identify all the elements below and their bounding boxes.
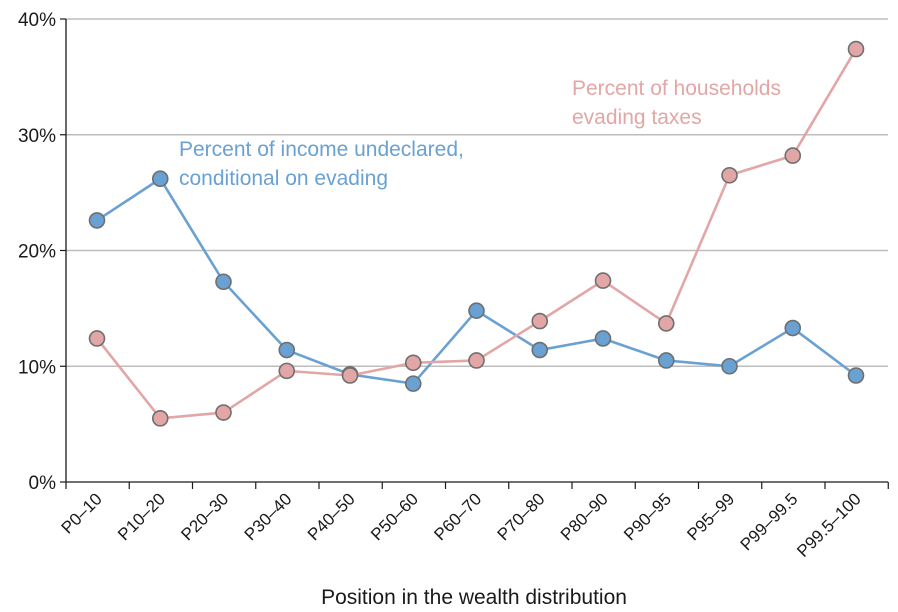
data-point-series-1	[215, 273, 232, 291]
series-label-2: Percent of households evading taxes	[572, 77, 781, 129]
y-tick-label: 10%	[18, 357, 56, 378]
data-point-series-2	[341, 367, 359, 384]
data-point-series-1	[278, 341, 296, 359]
data-point-series-2	[721, 166, 738, 184]
data-point-series-1	[847, 367, 865, 384]
data-point-series-2	[278, 362, 296, 380]
data-point-series-1	[721, 357, 738, 375]
data-point-series-2	[215, 404, 232, 421]
data-point-series-1	[468, 302, 485, 319]
data-point-series-2	[531, 312, 549, 330]
data-point-series-1	[784, 319, 802, 337]
x-tick-label: P95–99	[683, 489, 738, 544]
data-point-series-2	[404, 354, 422, 372]
x-tick-label: P0–10	[58, 489, 106, 537]
x-tick-label: P10–20	[114, 489, 169, 544]
series-label-line: Percent of income undeclared,	[179, 138, 464, 161]
x-tick-label: P50–60	[367, 489, 422, 544]
y-tick-label: 0%	[29, 473, 57, 494]
data-point-series-2	[151, 410, 169, 427]
series-labels: Percent of income undeclared, conditional…	[179, 77, 781, 190]
y-tick-label: 30%	[18, 126, 56, 147]
series	[88, 40, 865, 427]
data-point-series-1	[88, 212, 106, 229]
x-tick-label: P40–50	[304, 489, 359, 544]
series-label-line: Percent of households	[572, 77, 781, 100]
x-tick-label: P60–70	[430, 489, 485, 544]
series-label-line: evading taxes	[572, 106, 702, 129]
data-point-series-1	[531, 341, 549, 359]
data-point-series-1	[594, 330, 612, 347]
x-tick-label: P30–40	[241, 489, 296, 544]
data-point-series-2	[88, 330, 106, 347]
x-axis-title: Position in the wealth distribution	[321, 586, 627, 609]
x-tick-label: P80–90	[557, 489, 612, 544]
data-point-series-2	[784, 147, 802, 164]
x-tick-label: P90–95	[620, 489, 675, 544]
data-point-series-1	[151, 170, 169, 188]
y-tick-label: 40%	[18, 10, 56, 31]
series-label-1: Percent of income undeclared, conditional…	[179, 138, 464, 190]
data-point-series-1	[657, 352, 675, 369]
y-tick-label: 20%	[18, 242, 56, 263]
x-tick-label: P99.5–100	[793, 489, 865, 561]
data-point-series-2	[468, 352, 485, 369]
series-label-line: conditional on evading	[179, 167, 388, 190]
x-tick-label: P20–30	[177, 489, 232, 544]
x-tick-label: P70–80	[494, 489, 549, 544]
data-point-series-1	[404, 375, 422, 392]
x-tick-label: P99–99.5	[737, 489, 802, 554]
data-point-series-2	[847, 40, 865, 58]
data-point-series-2	[594, 272, 612, 289]
data-point-series-2	[657, 315, 675, 332]
